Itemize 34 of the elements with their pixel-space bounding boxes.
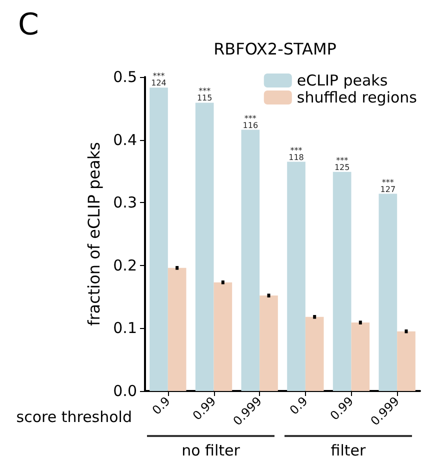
annotation: *** 118	[288, 146, 304, 162]
y-tick-label: 0.3	[113, 194, 137, 212]
bar	[287, 162, 306, 391]
bar	[378, 194, 398, 391]
bar	[150, 88, 168, 391]
annotation: *** 127	[380, 178, 396, 194]
annotation: *** 124	[151, 72, 166, 88]
bar	[397, 331, 416, 391]
x-tick-label: 0.9	[286, 394, 310, 418]
bar	[195, 102, 214, 391]
y-tick-label: 0.4	[113, 130, 137, 149]
bar	[241, 130, 260, 391]
bar	[305, 316, 324, 391]
x-tick-label: 0.9	[149, 394, 173, 418]
text: no filter	[182, 442, 241, 460]
text: filter	[330, 442, 367, 460]
y-tick-label: 0.2	[113, 256, 137, 274]
legend-label: eCLIP peaks	[296, 72, 388, 90]
y-axis-title: fraction of eCLIP peaks	[84, 142, 104, 326]
bar	[168, 268, 186, 391]
text: C	[18, 8, 39, 42]
y-tick-label: 0.5	[113, 68, 137, 86]
bar	[260, 296, 278, 391]
bar	[351, 322, 370, 391]
legend-label: shuffled regions	[296, 88, 418, 106]
annotation: *** 125	[334, 156, 350, 172]
annotation: *** 115	[196, 86, 212, 103]
chart-title: RBFOX2-STAMP	[214, 40, 337, 58]
bar	[214, 282, 232, 391]
annotation: *** 116	[242, 114, 258, 130]
bar	[332, 172, 352, 391]
y-tick-label: 0.0	[113, 382, 137, 400]
x-axis-title: score threshold	[16, 408, 132, 426]
y-tick-label: 0.1	[113, 319, 137, 338]
